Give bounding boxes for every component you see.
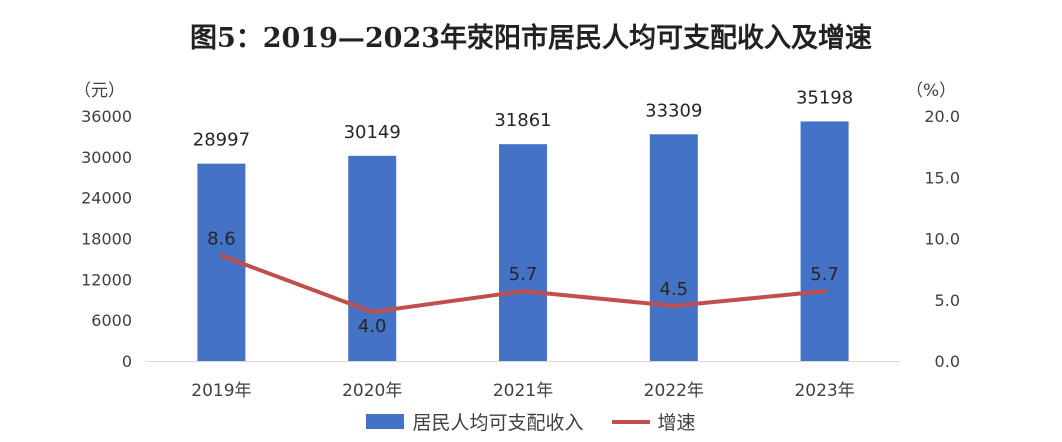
income-bar: [649, 134, 698, 361]
growth-point-label: 4.5: [659, 279, 688, 300]
income-bar-label: 35198: [796, 87, 853, 108]
x-axis-tick-label: 2022年: [644, 381, 704, 401]
right-axis-tick-label: 0.0: [935, 352, 960, 371]
income-bar-label: 31861: [494, 110, 551, 131]
income-bar: [800, 121, 849, 361]
left-axis-tick-label: 18000: [81, 230, 132, 249]
legend-label-income: 居民人均可支配收入: [412, 412, 584, 434]
growth-point-label: 4.0: [358, 316, 387, 337]
right-axis-tick-label: 10.0: [924, 230, 960, 249]
chart-legend: 居民人均可支配收入 增速: [0, 408, 1062, 435]
x-axis-tick-label: 2023年: [794, 381, 854, 401]
x-axis-tick-label: 2021年: [493, 381, 553, 401]
income-bar-label: 28997: [193, 130, 250, 151]
income-bar-label: 33309: [645, 100, 702, 121]
left-axis-tick-label: 12000: [81, 270, 132, 289]
right-axis-tick-label: 15.0: [924, 168, 960, 187]
left-axis-unit: （元）: [74, 81, 125, 101]
growth-point-label: 8.6: [207, 229, 236, 250]
legend-item-growth: 增速: [611, 408, 696, 435]
right-axis-unit: （%）: [906, 81, 957, 101]
legend-item-income: 居民人均可支配收入: [366, 408, 584, 435]
left-axis-tick-label: 30000: [81, 148, 132, 167]
chart-title: 图5：2019—2023年荥阳市居民人均可支配收入及增速: [189, 23, 873, 54]
left-axis-tick-label: 36000: [81, 107, 132, 126]
right-axis-tick-label: 20.0: [924, 107, 960, 126]
growth-point-label: 5.7: [810, 264, 839, 285]
income-bar: [348, 155, 397, 361]
left-axis-tick-label: 24000: [81, 189, 132, 208]
left-axis-tick-label: 6000: [91, 311, 132, 330]
income-bar: [499, 144, 547, 361]
right-axis-tick-label: 5.0: [935, 291, 960, 310]
legend-swatch-bar: [366, 414, 405, 429]
x-axis-tick-label: 2020年: [342, 381, 402, 401]
legend-label-growth: 增速: [657, 412, 696, 434]
legend-swatch-line: [611, 419, 650, 424]
growth-line: [219, 253, 827, 314]
x-axis-tick-label: 2019年: [191, 381, 251, 401]
left-axis-tick-label: 0: [122, 352, 132, 371]
income-bar-label: 30149: [344, 122, 401, 143]
growth-point-label: 5.7: [509, 264, 538, 285]
